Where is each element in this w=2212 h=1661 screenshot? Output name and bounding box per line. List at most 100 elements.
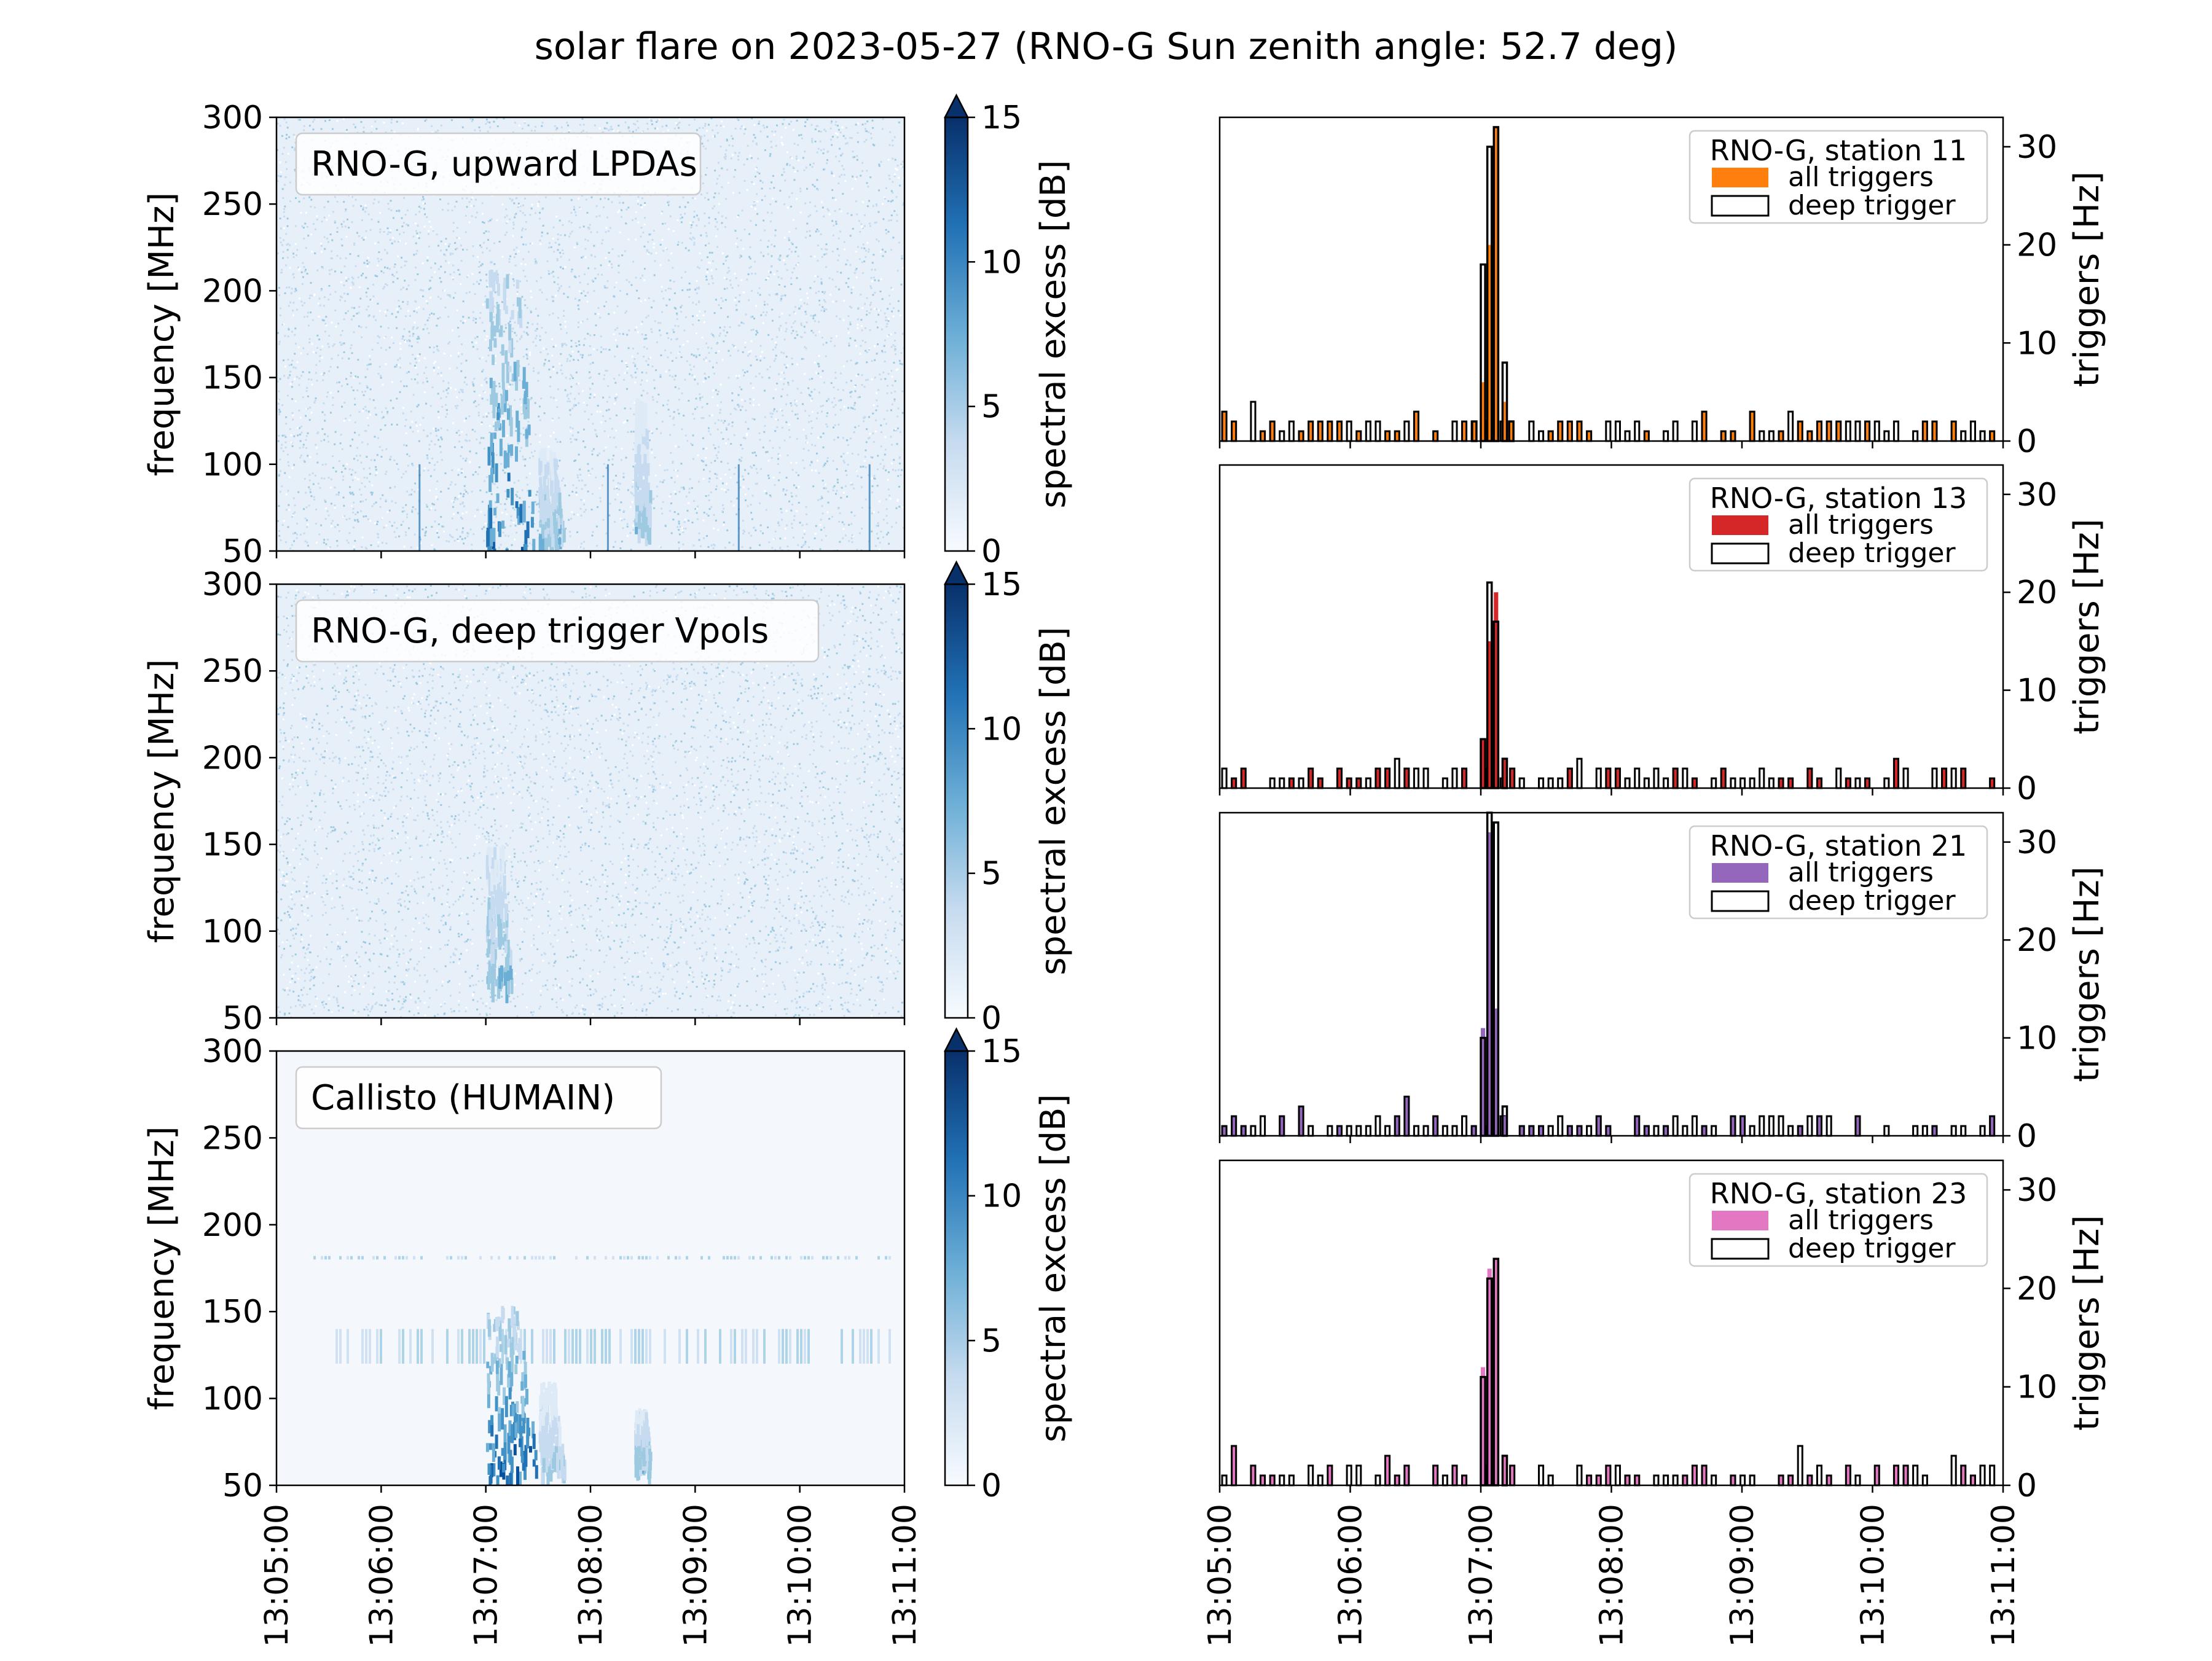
y-tick-label: 250 xyxy=(202,1120,263,1157)
colorbar-extend-arrow xyxy=(945,95,968,117)
x-tick-label: 13:10:00 xyxy=(1855,1504,1892,1647)
rfi-line xyxy=(607,464,609,551)
x-tick-label: 13:05:00 xyxy=(259,1504,296,1647)
rfi-line xyxy=(738,464,740,551)
legend-label-all-triggers: all triggers xyxy=(1788,509,1934,541)
y-axis-label: triggers [Hz] xyxy=(2067,518,2107,734)
colorbar-tick-label: 0 xyxy=(981,1000,1002,1037)
x-tick-label: 13:06:00 xyxy=(363,1504,400,1647)
background-bars xyxy=(1222,1446,1994,1485)
y-tick-label: 300 xyxy=(202,566,263,603)
y-tick-label: 10 xyxy=(2017,325,2057,362)
colorbar-tick-label: 0 xyxy=(981,533,1002,570)
y-tick-label: 0 xyxy=(2017,1468,2037,1504)
colorbar-tick-label: 10 xyxy=(981,1178,1022,1215)
rfi-line xyxy=(418,464,420,551)
colorbar-label: spectral excess [dB] xyxy=(1033,160,1073,508)
background-bars xyxy=(1222,1096,1994,1136)
x-tick-label: 13:08:00 xyxy=(573,1504,610,1647)
y-axis-label: frequency [MHz] xyxy=(142,1126,182,1410)
legend-label-all-triggers: all triggers xyxy=(1788,857,1934,888)
y-tick-label: 30 xyxy=(2017,129,2057,166)
colorbar-tick-label: 10 xyxy=(981,711,1022,748)
rfi-line xyxy=(869,464,871,551)
y-tick-label: 20 xyxy=(2017,227,2057,264)
y-tick-label: 250 xyxy=(202,653,263,690)
panel-label-text: RNO-G, deep trigger Vpols xyxy=(311,611,769,651)
x-tick-label: 13:07:00 xyxy=(468,1504,505,1647)
y-tick-label: 20 xyxy=(2017,1270,2057,1307)
colorbar-label: spectral excess [dB] xyxy=(1033,1094,1073,1442)
y-tick-label: 0 xyxy=(2017,770,2037,807)
legend-label-deep-trigger: deep trigger xyxy=(1788,190,1956,221)
colorbar-gradient xyxy=(945,584,968,1018)
panel-label-text: RNO-G, upward LPDAs xyxy=(311,144,697,184)
background-bars xyxy=(1222,759,1994,788)
colorbar: 0 5 10 15 spectral excess [dB] xyxy=(945,1029,1073,1504)
y-tick-label: 200 xyxy=(202,273,263,310)
legend-swatch-all-triggers xyxy=(1712,1211,1768,1230)
y-tick-label: 100 xyxy=(202,913,263,950)
y-axis-label: triggers [Hz] xyxy=(2067,866,2107,1082)
y-axis-label: triggers [Hz] xyxy=(2067,1215,2107,1431)
legend-label-all-triggers: all triggers xyxy=(1788,162,1934,193)
y-axis-label: triggers [Hz] xyxy=(2067,171,2107,387)
x-tick-label: 13:05:00 xyxy=(1202,1504,1239,1647)
panel-label: RNO-G, deep trigger Vpols xyxy=(296,600,818,662)
background-bars xyxy=(1222,402,1994,441)
y-tick-label: 50 xyxy=(222,1000,263,1037)
legend-label-all-triggers: all triggers xyxy=(1788,1205,1934,1236)
y-tick-label: 30 xyxy=(2017,824,2057,861)
x-tick-label: 13:07:00 xyxy=(1463,1504,1500,1647)
y-axis-label: frequency [MHz] xyxy=(142,659,182,943)
y-tick-label: 50 xyxy=(222,533,263,570)
colorbar-extend-arrow xyxy=(945,1029,968,1051)
y-tick-label: 20 xyxy=(2017,574,2057,611)
colorbar-tick-label: 0 xyxy=(981,1468,1002,1504)
colorbar: 0 5 10 15 spectral excess [dB] xyxy=(945,562,1073,1037)
colorbar-tick-label: 5 xyxy=(981,856,1002,893)
colorbar-extend-arrow xyxy=(945,562,968,584)
panel-label: RNO-G, upward LPDAs xyxy=(296,133,700,195)
y-tick-label: 200 xyxy=(202,740,263,776)
y-tick-label: 20 xyxy=(2017,922,2057,959)
y-tick-label: 150 xyxy=(202,360,263,397)
colorbar-label: spectral excess [dB] xyxy=(1033,627,1073,975)
y-axis-label: frequency [MHz] xyxy=(142,192,182,476)
colorbar-tick-label: 15 xyxy=(981,100,1022,136)
legend-swatch-all-triggers xyxy=(1712,863,1768,883)
colorbar-tick-label: 15 xyxy=(981,1033,1022,1070)
colorbar-tick-label: 15 xyxy=(981,566,1022,603)
legend-label-deep-trigger: deep trigger xyxy=(1788,1233,1956,1264)
legend-label-deep-trigger: deep trigger xyxy=(1788,537,1956,569)
y-tick-label: 30 xyxy=(2017,477,2057,514)
colorbar-tick-label: 10 xyxy=(981,244,1022,281)
colorbar-gradient xyxy=(945,117,968,551)
y-tick-label: 300 xyxy=(202,100,263,136)
panel-label-text: Callisto (HUMAIN) xyxy=(311,1078,615,1118)
y-tick-label: 0 xyxy=(2017,1118,2037,1155)
y-tick-label: 100 xyxy=(202,1381,263,1418)
y-tick-label: 10 xyxy=(2017,1020,2057,1057)
x-tick-label: 13:09:00 xyxy=(1724,1504,1761,1647)
colorbar-tick-label: 5 xyxy=(981,1323,1002,1359)
x-tick-label: 13:10:00 xyxy=(782,1504,819,1647)
x-tick-label: 13:06:00 xyxy=(1333,1504,1370,1647)
x-tick-label: 13:09:00 xyxy=(677,1504,714,1647)
panel-label: Callisto (HUMAIN) xyxy=(296,1067,661,1128)
y-tick-label: 200 xyxy=(202,1207,263,1244)
y-tick-label: 50 xyxy=(222,1468,263,1504)
colorbar-gradient xyxy=(945,1051,968,1485)
